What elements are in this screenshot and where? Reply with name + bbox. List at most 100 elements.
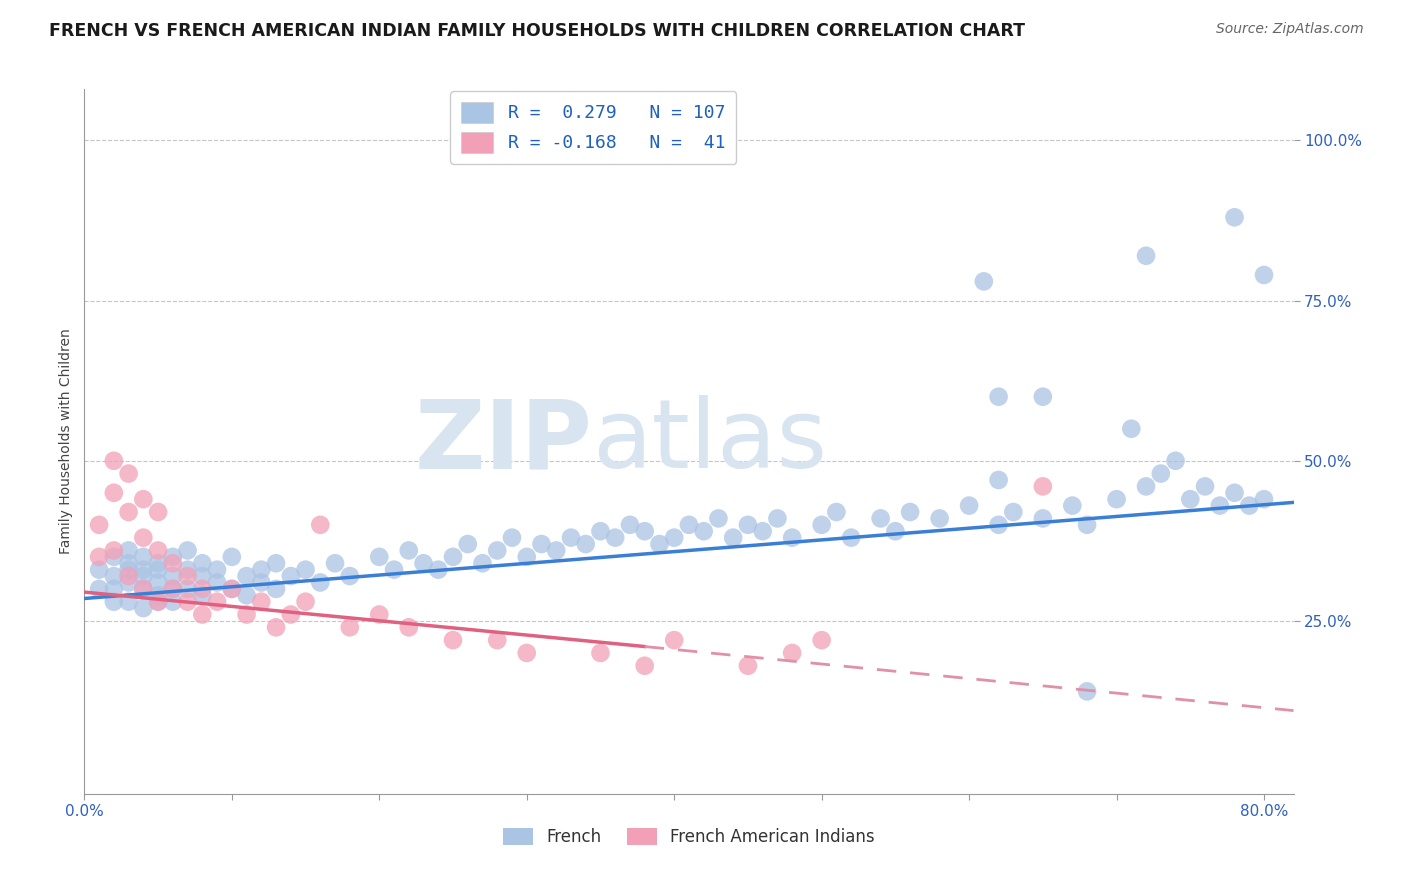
Point bbox=[382, 563, 405, 577]
Point bbox=[117, 563, 139, 577]
Point bbox=[560, 531, 582, 545]
Point bbox=[146, 588, 169, 602]
Point bbox=[780, 531, 803, 545]
Point bbox=[1076, 517, 1098, 532]
Point bbox=[516, 549, 538, 564]
Point bbox=[780, 646, 803, 660]
Point bbox=[530, 537, 553, 551]
Point bbox=[294, 595, 316, 609]
Point bbox=[250, 595, 273, 609]
Point bbox=[398, 543, 420, 558]
Point bbox=[1135, 479, 1157, 493]
Point bbox=[546, 543, 568, 558]
Point bbox=[191, 607, 214, 622]
Point bbox=[205, 563, 228, 577]
Point bbox=[103, 454, 125, 468]
Point bbox=[132, 582, 155, 596]
Point bbox=[987, 473, 1010, 487]
Point bbox=[368, 549, 391, 564]
Point bbox=[1121, 422, 1143, 436]
Legend: French, French American Indians: French, French American Indians bbox=[496, 821, 882, 853]
Point bbox=[987, 517, 1010, 532]
Point bbox=[221, 582, 243, 596]
Point bbox=[766, 511, 789, 525]
Point bbox=[87, 563, 110, 577]
Point bbox=[117, 505, 139, 519]
Point bbox=[162, 595, 184, 609]
Point bbox=[1223, 485, 1246, 500]
Point bbox=[132, 549, 155, 564]
Point bbox=[678, 517, 700, 532]
Point bbox=[103, 569, 125, 583]
Point bbox=[1032, 390, 1054, 404]
Point bbox=[162, 582, 184, 596]
Point bbox=[1076, 684, 1098, 698]
Point bbox=[634, 658, 657, 673]
Point bbox=[103, 582, 125, 596]
Point bbox=[309, 517, 332, 532]
Point bbox=[87, 582, 110, 596]
Point bbox=[634, 524, 657, 539]
Point bbox=[264, 582, 287, 596]
Point bbox=[221, 549, 243, 564]
Point bbox=[737, 658, 759, 673]
Point bbox=[368, 607, 391, 622]
Point bbox=[176, 543, 198, 558]
Point bbox=[176, 563, 198, 577]
Point bbox=[1150, 467, 1173, 481]
Point bbox=[1253, 268, 1275, 282]
Point bbox=[176, 582, 198, 596]
Point bbox=[146, 543, 169, 558]
Point bbox=[117, 543, 139, 558]
Point bbox=[132, 582, 155, 596]
Point bbox=[1194, 479, 1216, 493]
Point bbox=[132, 601, 155, 615]
Point bbox=[132, 492, 155, 507]
Point bbox=[664, 633, 686, 648]
Point bbox=[412, 556, 434, 570]
Point bbox=[146, 505, 169, 519]
Point bbox=[898, 505, 921, 519]
Point bbox=[146, 563, 169, 577]
Point bbox=[235, 607, 257, 622]
Point bbox=[191, 588, 214, 602]
Point bbox=[162, 569, 184, 583]
Point bbox=[176, 569, 198, 583]
Point bbox=[1062, 499, 1084, 513]
Point bbox=[146, 595, 169, 609]
Point bbox=[1239, 499, 1261, 513]
Point bbox=[264, 556, 287, 570]
Point bbox=[294, 563, 316, 577]
Point bbox=[339, 620, 361, 634]
Point bbox=[664, 531, 686, 545]
Point bbox=[191, 556, 214, 570]
Y-axis label: Family Households with Children: Family Households with Children bbox=[59, 328, 73, 555]
Point bbox=[162, 582, 184, 596]
Point bbox=[825, 505, 848, 519]
Point bbox=[973, 274, 995, 288]
Point bbox=[501, 531, 523, 545]
Point bbox=[117, 595, 139, 609]
Point bbox=[1253, 492, 1275, 507]
Point bbox=[117, 556, 139, 570]
Point bbox=[987, 390, 1010, 404]
Point bbox=[132, 531, 155, 545]
Point bbox=[1135, 249, 1157, 263]
Point bbox=[516, 646, 538, 660]
Point bbox=[648, 537, 671, 551]
Point bbox=[486, 543, 509, 558]
Point bbox=[280, 569, 302, 583]
Point bbox=[619, 517, 641, 532]
Point bbox=[605, 531, 627, 545]
Point bbox=[309, 575, 332, 590]
Point bbox=[146, 595, 169, 609]
Point bbox=[692, 524, 714, 539]
Point bbox=[103, 543, 125, 558]
Point bbox=[707, 511, 730, 525]
Point bbox=[1032, 511, 1054, 525]
Point bbox=[235, 569, 257, 583]
Point bbox=[191, 569, 214, 583]
Point bbox=[427, 563, 450, 577]
Point bbox=[146, 575, 169, 590]
Point bbox=[751, 524, 773, 539]
